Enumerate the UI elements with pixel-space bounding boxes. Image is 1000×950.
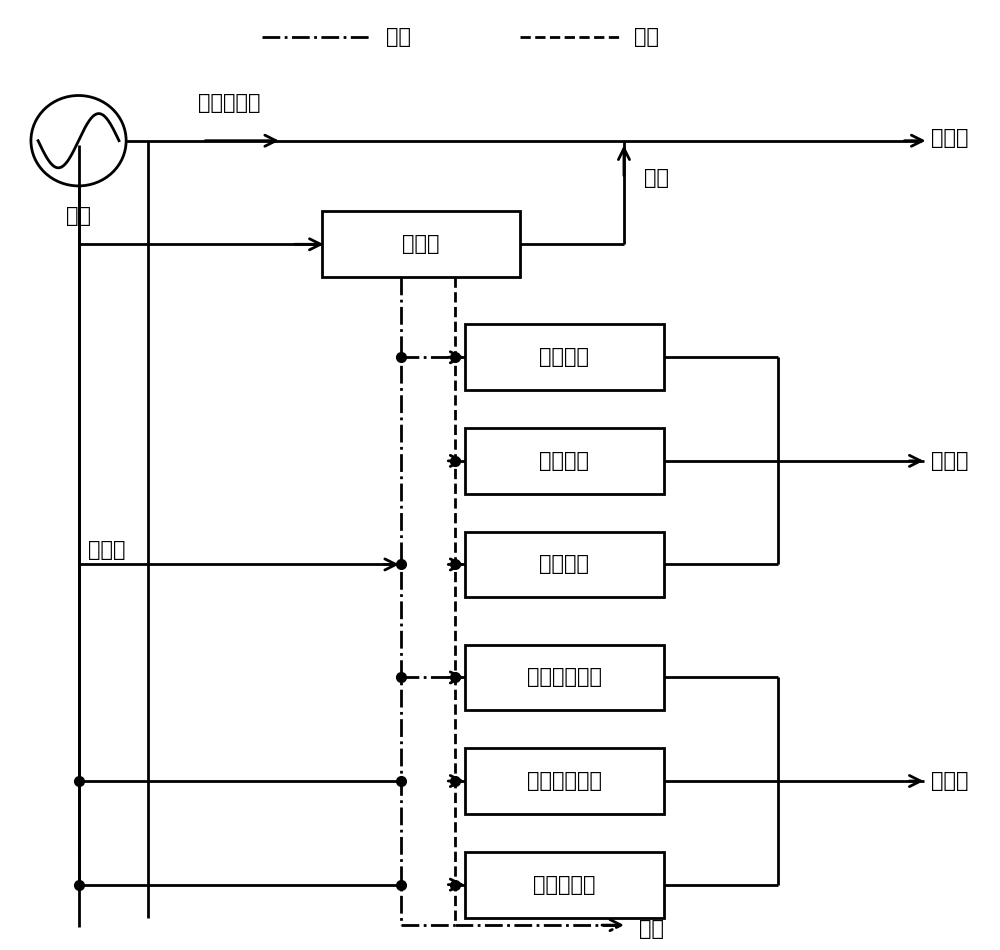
Text: 冷负荷: 冷负荷 <box>931 771 969 791</box>
Text: 燃气锅炉: 燃气锅炉 <box>539 555 589 575</box>
Text: 蒸汽: 蒸汽 <box>386 28 411 48</box>
Text: 余热锅炉: 余热锅炉 <box>539 451 589 471</box>
Text: 发电: 发电 <box>644 168 669 188</box>
Text: 天然气: 天然气 <box>88 541 126 560</box>
Bar <box>465 531 664 598</box>
Text: 热负荷: 热负荷 <box>931 451 969 471</box>
Text: 电负荷: 电负荷 <box>931 128 969 148</box>
Text: 直燃式制冷机: 直燃式制冷机 <box>527 771 602 791</box>
Bar <box>322 211 520 277</box>
Text: 电网: 电网 <box>66 206 91 226</box>
Bar <box>465 324 664 390</box>
Text: 热交换器: 热交换器 <box>539 348 589 368</box>
Bar <box>465 644 664 711</box>
Bar <box>465 851 664 918</box>
Bar <box>465 428 664 494</box>
Text: 余热: 余热 <box>639 919 664 939</box>
Bar <box>465 748 664 814</box>
Text: 热水: 热水 <box>634 28 659 48</box>
Text: 吸附式制冷机: 吸附式制冷机 <box>527 668 602 688</box>
Text: 从电网购买: 从电网购买 <box>198 93 260 113</box>
Text: 原动机: 原动机 <box>402 235 439 255</box>
Text: 电制冷机组: 电制冷机组 <box>533 875 596 895</box>
